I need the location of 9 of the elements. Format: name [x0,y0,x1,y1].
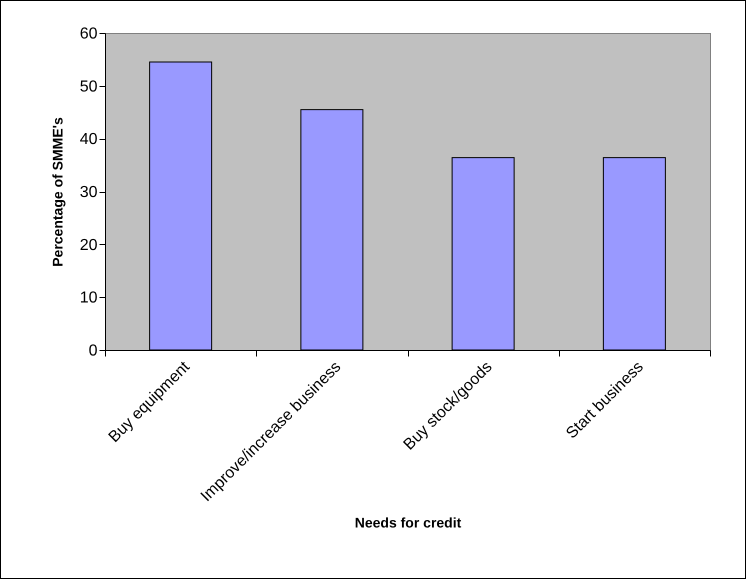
x-axis-title: Needs for credit [354,514,462,530]
y-axis-title: Percentage of SMME's [50,116,66,267]
y-tick-label: 10 [80,290,98,307]
y-tick-label: 50 [80,78,98,96]
y-tick-label: 60 [80,26,98,42]
y-tick-label: 40 [80,131,98,148]
y-tick-label: 20 [80,236,98,254]
y-tick-label: 30 [80,184,98,201]
y-tick-label: 0 [88,342,98,360]
